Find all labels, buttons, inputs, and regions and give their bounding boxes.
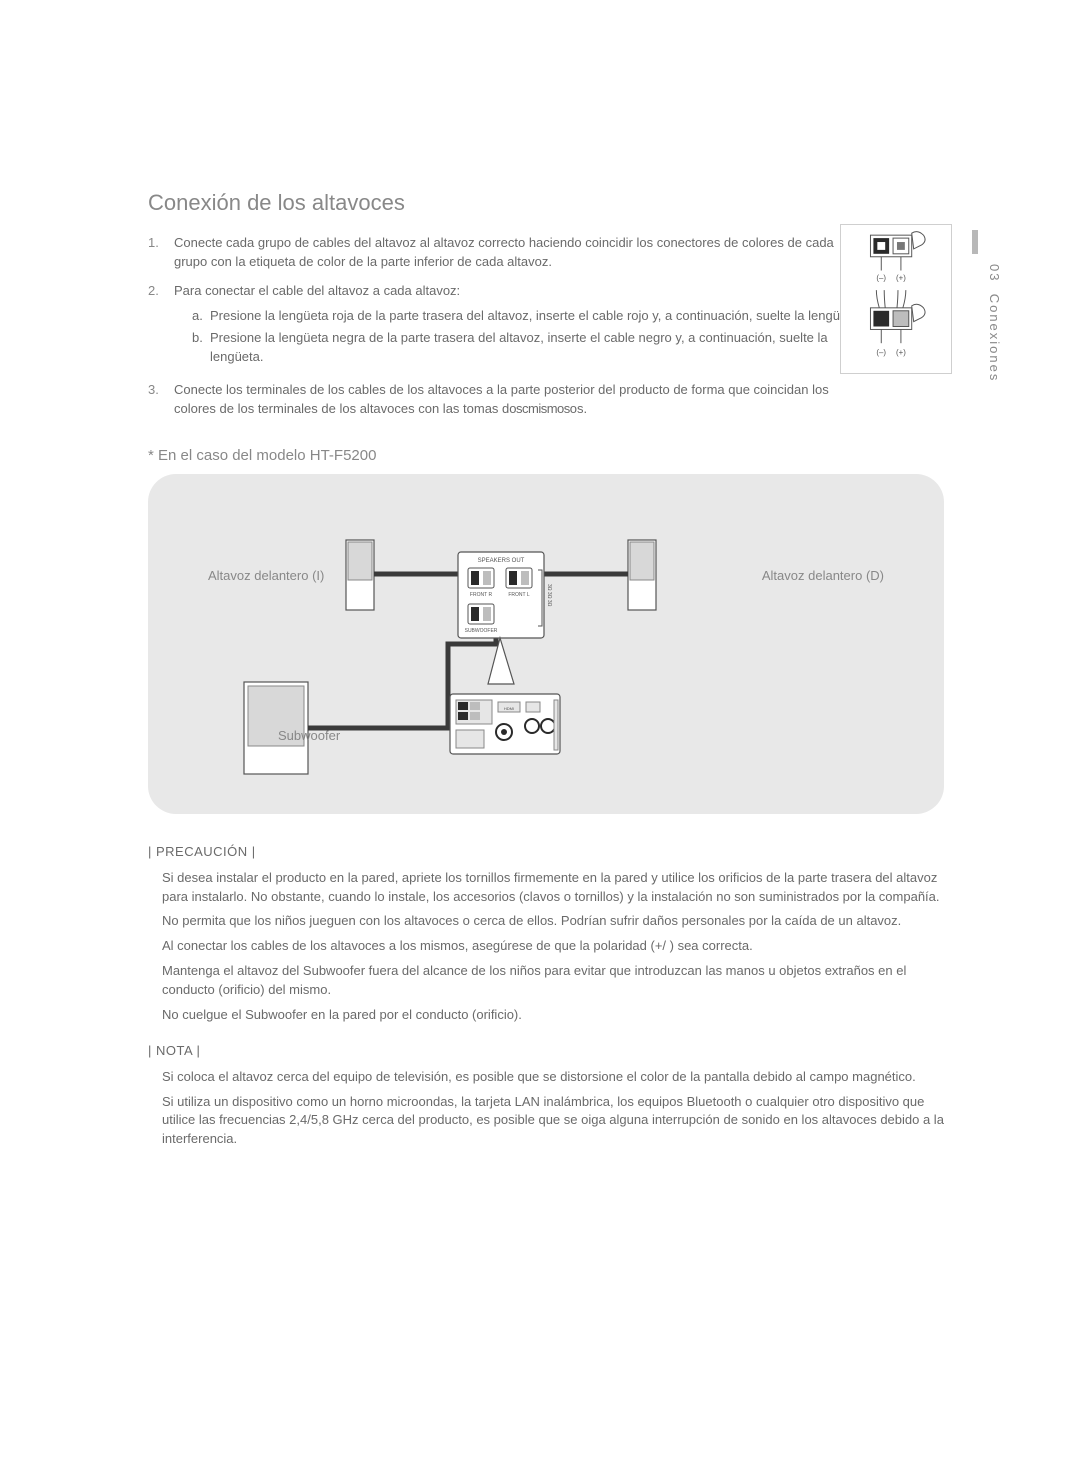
diagram-svg: SPEAKERS OUT FRONT R FRONT L SUBWOOFER 3… (148, 474, 944, 814)
terminal-inset-figure: (–) (+) (–) (+) (840, 224, 952, 374)
label-front-right: Altavoz delantero (D) (762, 568, 884, 583)
step-2: 2. Para conectar el cable del altavoz a … (148, 282, 868, 371)
svg-text:FRONT R: FRONT R (470, 592, 493, 598)
step-num: 2. (148, 282, 174, 371)
svg-text:(–): (–) (876, 273, 886, 282)
chapter-title: Conexiones (987, 294, 1002, 383)
step-body: Para conectar el cable del altavoz a cad… (174, 282, 868, 371)
step-num: 3. (148, 381, 174, 419)
list-item: Al conectar los cables de los altavoces … (148, 937, 960, 956)
step-text-b: os. (570, 401, 587, 416)
step-body: Conecte cada grupo de cables del altavoz… (174, 234, 868, 272)
list-item: No permita que los niños jueguen con los… (148, 912, 960, 931)
precaution-list: Si desea instalar el producto en la pare… (148, 869, 960, 1025)
step-3: 3. Conecte los terminales de los cables … (148, 381, 868, 419)
step-text-overlap: oscmismos (509, 401, 570, 416)
svg-text:(+): (+) (896, 273, 906, 282)
terminal-svg: (–) (+) (–) (+) (841, 225, 951, 373)
list-item: Mantenga el altavoz del Subwoofer fuera … (148, 962, 960, 1000)
substep-text: Presione la lengüeta roja de la parte tr… (210, 307, 868, 326)
substeps: a. Presione la lengüeta roja de la parte… (174, 307, 868, 368)
svg-text:(–): (–) (876, 348, 886, 357)
list-item: Si desea instalar el producto en la pare… (148, 869, 960, 907)
list-item: Si coloca el altavoz cerca del equipo de… (148, 1068, 960, 1087)
step-1: 1. Conecte cada grupo de cables del alta… (148, 234, 868, 272)
substep-text: Presione la lengüeta negra de la parte t… (210, 329, 868, 367)
note-list: Si coloca el altavoz cerca del equipo de… (148, 1068, 960, 1149)
label-front-left: Altavoz delantero (I) (208, 568, 324, 583)
svg-text:(+): (+) (896, 348, 906, 357)
side-chapter-label: 03 Conexiones (987, 264, 1002, 382)
substep-letter: b. (192, 329, 210, 367)
step-text-a: Conecte los terminales de los cables de … (174, 382, 829, 416)
step-body: Conecte los terminales de los cables de … (174, 381, 868, 419)
svg-text:HDMI: HDMI (504, 706, 514, 711)
side-tab-marker (972, 230, 978, 254)
precaution-label: | PRECAUCIÓN | (148, 844, 960, 859)
steps-list: 1. Conecte cada grupo de cables del alta… (148, 234, 868, 419)
model-note: * En el caso del modelo HT-F5200 (148, 447, 960, 464)
chapter-num: 03 (987, 264, 1002, 282)
note-label: | NOTA | (148, 1043, 960, 1058)
step-text: Para conectar el cable del altavoz a cad… (174, 283, 460, 298)
step-num: 1. (148, 234, 174, 272)
substep-a: a. Presione la lengüeta roja de la parte… (192, 307, 868, 326)
connection-diagram: Altavoz delantero (I) Altavoz delantero … (148, 474, 944, 814)
list-item: Si utiliza un dispositivo como un horno … (148, 1093, 960, 1150)
label-subwoofer: Subwoofer (278, 728, 340, 743)
ports-title-text: SPEAKERS OUT (478, 558, 525, 564)
svg-text:FRONT L: FRONT L (508, 592, 530, 598)
list-item: No cuelgue el Subwoofer en la pared por … (148, 1006, 960, 1025)
substep-b: b. Presione la lengüeta negra de la part… (192, 329, 868, 367)
page-title: Conexión de los altavoces (148, 190, 960, 216)
substep-letter: a. (192, 307, 210, 326)
instruction-block: 1. Conecte cada grupo de cables del alta… (148, 234, 868, 419)
svg-text:SUBWOOFER: SUBWOOFER (465, 628, 498, 634)
svg-text:3Ω 3Ω 3Ω: 3Ω 3Ω 3Ω (546, 584, 552, 607)
